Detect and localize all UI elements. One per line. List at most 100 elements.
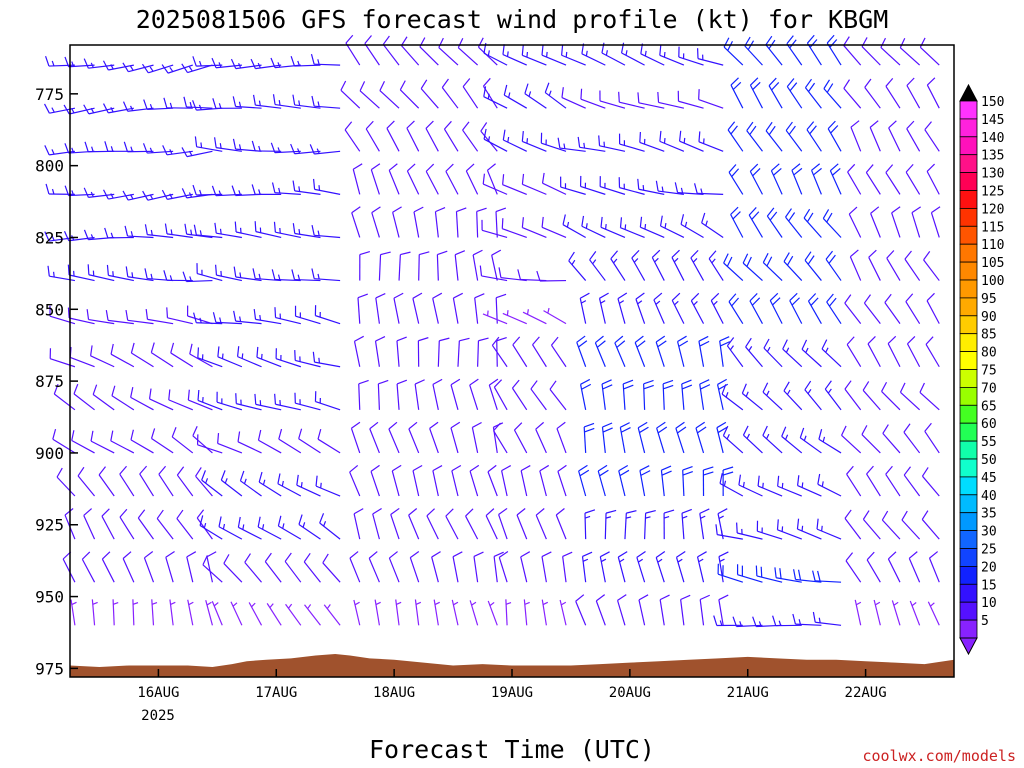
wind-barb xyxy=(471,421,482,454)
wind-barb xyxy=(785,121,803,152)
barb-staff xyxy=(845,560,862,583)
wind-barb xyxy=(905,163,921,195)
barb-staff xyxy=(502,54,527,66)
barb-flag-full xyxy=(212,312,217,323)
wind-barb xyxy=(909,600,921,626)
barb-flag-full xyxy=(804,78,812,89)
barb-staff xyxy=(368,558,380,583)
barb-flag-half xyxy=(320,482,322,489)
barb-staff xyxy=(503,139,527,152)
barb-flag-full xyxy=(721,384,727,395)
wind-barb xyxy=(905,293,921,324)
barb-flag-half xyxy=(893,601,899,606)
wind-barb xyxy=(869,120,881,152)
barb-flag-full xyxy=(211,185,217,196)
colorbar-swatch xyxy=(959,583,978,603)
wind-barb xyxy=(183,96,213,109)
barb-staff xyxy=(285,603,302,626)
barb-staff xyxy=(843,88,862,109)
barb-flag-full xyxy=(189,343,193,355)
barb-flag-full xyxy=(699,594,710,601)
barb-flag-half xyxy=(661,186,664,192)
barb-staff xyxy=(599,556,606,583)
barb-staff xyxy=(413,211,420,238)
barb-flag-full xyxy=(372,508,382,515)
barb-staff xyxy=(409,557,420,583)
barb-flag-full xyxy=(498,507,508,516)
wind-barb xyxy=(899,382,921,411)
barb-flag-half xyxy=(238,144,242,150)
barb-flag-half xyxy=(169,193,173,199)
barb-flag-full xyxy=(813,167,822,176)
colorbar-label: 60 xyxy=(981,417,997,432)
barb-staff xyxy=(419,46,439,66)
barb-flag-full xyxy=(732,616,738,627)
barb-staff xyxy=(541,226,567,239)
barb-staff xyxy=(230,601,243,626)
barb-flag-full xyxy=(826,34,835,44)
barb-flag-full xyxy=(441,78,449,88)
barb-staff xyxy=(659,54,685,66)
wind-barb xyxy=(277,473,302,497)
barb-staff xyxy=(323,604,341,626)
barb-flag-full xyxy=(453,292,463,299)
barb-staff xyxy=(295,315,321,325)
barb-flag-full xyxy=(502,129,506,141)
colorbar-swatch xyxy=(959,619,978,639)
barb-flag-half xyxy=(150,229,153,236)
wind-barb xyxy=(349,551,361,583)
wind-barb xyxy=(580,88,606,109)
barb-flag-full xyxy=(730,77,739,86)
barb-flag-half xyxy=(51,60,55,67)
wind-barb xyxy=(212,98,242,109)
barb-staff xyxy=(199,525,223,540)
barb-flag-full xyxy=(637,421,648,429)
wind-barb xyxy=(161,189,193,200)
barb-staff xyxy=(462,86,479,109)
wind-barb xyxy=(659,130,685,152)
barb-flag-half xyxy=(506,310,509,316)
barb-flag-full xyxy=(903,423,911,433)
wind-barb xyxy=(637,92,665,109)
wind-barb xyxy=(618,133,645,152)
wind-barb xyxy=(770,163,783,195)
barb-flag-full xyxy=(826,293,834,303)
barb-flag-full xyxy=(921,510,929,520)
barb-staff xyxy=(132,599,135,626)
barb-flag-full xyxy=(482,173,486,185)
barb-flag-half xyxy=(71,190,75,196)
barb-flag-half xyxy=(52,271,55,278)
colorbar-swatch xyxy=(959,369,978,388)
wind-barb xyxy=(156,509,174,540)
barb-flag-full xyxy=(639,131,642,143)
barb-flag-half xyxy=(238,101,242,107)
wind-barb xyxy=(873,599,881,626)
barb-flag-full xyxy=(789,82,798,92)
barb-staff xyxy=(493,430,508,454)
barb-staff xyxy=(797,528,822,540)
wind-barb xyxy=(374,599,381,626)
barb-flag-half xyxy=(487,136,491,142)
barb-flag-half xyxy=(705,220,708,226)
wind-barb xyxy=(637,421,649,454)
wind-barb xyxy=(473,551,484,583)
barb-staff xyxy=(412,470,420,497)
wind-barb xyxy=(803,208,822,238)
barb-flag-full xyxy=(817,570,821,582)
wind-barb xyxy=(101,551,115,583)
colorbar-swatch xyxy=(959,422,978,442)
barb-flag-full xyxy=(232,138,237,150)
barb-flag-full xyxy=(218,516,222,527)
barb-staff xyxy=(698,141,724,152)
barb-staff xyxy=(522,140,547,152)
wind-barb xyxy=(451,599,459,626)
barb-flag-half xyxy=(169,102,173,109)
barb-staff xyxy=(638,102,665,109)
barb-staff xyxy=(275,403,301,411)
barb-flag-half xyxy=(205,478,209,484)
barb-flag-half xyxy=(657,558,663,563)
barb-flag-full xyxy=(700,384,711,390)
wind-barb xyxy=(310,53,341,66)
barb-staff xyxy=(483,138,508,152)
barb-flag-full xyxy=(924,422,932,432)
